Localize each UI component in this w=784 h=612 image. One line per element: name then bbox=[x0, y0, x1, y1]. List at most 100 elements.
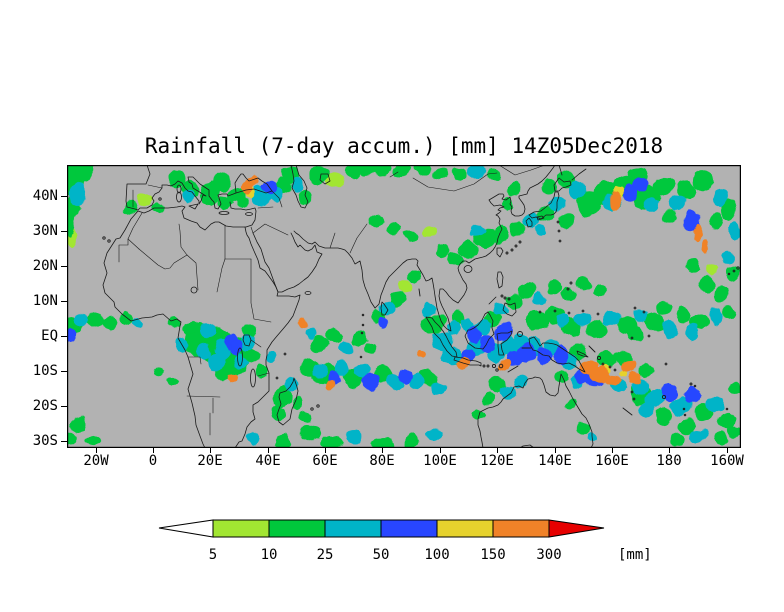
small-islands bbox=[102, 197, 740, 417]
colorbar-threshold-label: 100 bbox=[424, 547, 449, 563]
colorbar-segment bbox=[436, 519, 494, 538]
colorbar-segment bbox=[212, 519, 270, 538]
rain-cell bbox=[712, 286, 729, 302]
coast-africa-west bbox=[102, 201, 257, 448]
rain-cell bbox=[182, 320, 199, 335]
lat-tick-label: EQ bbox=[41, 328, 58, 344]
lat-tick-mark bbox=[61, 336, 67, 337]
coast-timor bbox=[507, 365, 519, 373]
rain-cell bbox=[556, 370, 571, 383]
rain-cell bbox=[425, 427, 443, 441]
rain-cell bbox=[402, 434, 420, 448]
coast-new-guinea bbox=[528, 336, 586, 373]
rain-cell bbox=[351, 332, 368, 347]
coast-mindanao bbox=[502, 302, 517, 317]
rain-cell bbox=[74, 311, 89, 326]
rain-cell bbox=[75, 165, 93, 181]
lat-tick-mark bbox=[61, 441, 67, 442]
rain-cell bbox=[655, 408, 672, 425]
rain-cell bbox=[451, 166, 469, 181]
lon-tick-mark bbox=[325, 448, 326, 453]
rainfall-shading bbox=[67, 165, 741, 448]
rain-cell bbox=[153, 201, 165, 213]
rain-cell bbox=[338, 339, 353, 354]
rain-cell bbox=[429, 381, 445, 396]
rain-cell bbox=[558, 213, 574, 229]
coast-sri-lanka bbox=[380, 301, 389, 316]
rain-cell bbox=[645, 313, 665, 332]
rain-cell bbox=[718, 410, 735, 430]
rain-cell bbox=[297, 187, 313, 206]
rain-cell bbox=[197, 343, 212, 361]
rain-cell bbox=[702, 237, 711, 254]
coast-sulawesi bbox=[496, 330, 513, 356]
coast-borneo bbox=[464, 311, 495, 350]
rain-cell bbox=[234, 196, 250, 211]
lake-malawi bbox=[250, 368, 256, 388]
lat-tick-label: 10S bbox=[32, 363, 58, 379]
rain-cell bbox=[499, 360, 513, 372]
rain-cell bbox=[377, 318, 388, 330]
rain-cell bbox=[246, 348, 261, 363]
lat-tick-label: 40N bbox=[32, 188, 58, 204]
rain-cell bbox=[309, 166, 330, 185]
world-rainfall-map bbox=[67, 165, 741, 448]
rain-cell bbox=[639, 364, 654, 379]
rain-cell bbox=[670, 434, 686, 448]
rain-cell bbox=[656, 301, 671, 316]
rain-cell bbox=[447, 321, 462, 337]
lat-tick-mark bbox=[61, 406, 67, 407]
rain-cell bbox=[513, 375, 528, 388]
coast-shikoku bbox=[536, 215, 545, 221]
colorbar-segment bbox=[268, 519, 326, 538]
coast-africa-east bbox=[234, 226, 301, 448]
rain-cell bbox=[509, 220, 526, 236]
lat-tick-label: 20S bbox=[32, 398, 58, 414]
rain-cell bbox=[181, 190, 194, 203]
rain-cell bbox=[87, 313, 105, 328]
rain-cell bbox=[517, 345, 534, 363]
rain-cell bbox=[632, 307, 649, 323]
lat-tick-mark bbox=[61, 301, 67, 302]
lon-tick-label: 160E bbox=[595, 453, 629, 469]
lon-tick-mark bbox=[210, 448, 211, 453]
lat-tick-mark bbox=[61, 196, 67, 197]
rain-cell bbox=[693, 171, 714, 190]
coast-new-britain bbox=[576, 350, 589, 358]
rain-cell bbox=[690, 429, 706, 443]
colorbar-arrow-high bbox=[548, 519, 605, 538]
rain-cell bbox=[372, 165, 393, 175]
rain-cell bbox=[69, 182, 88, 204]
lon-tick-label: 20E bbox=[197, 453, 223, 469]
rain-cell bbox=[675, 307, 692, 323]
rain-cell bbox=[527, 311, 548, 330]
rain-cell bbox=[408, 270, 420, 284]
rain-cell bbox=[394, 165, 412, 177]
rain-cell bbox=[541, 179, 556, 193]
rain-cell bbox=[297, 319, 307, 329]
rain-cell bbox=[628, 371, 642, 385]
rain-cell bbox=[533, 291, 548, 305]
rain-cell bbox=[481, 392, 496, 406]
rain-cell bbox=[432, 167, 448, 180]
rain-cell bbox=[575, 277, 592, 291]
rain-cell bbox=[363, 373, 379, 390]
colorbar-threshold-label: 25 bbox=[317, 547, 334, 563]
coast-kurils bbox=[571, 168, 587, 181]
rain-cell bbox=[638, 401, 655, 418]
rain-cell bbox=[285, 376, 297, 391]
rain-cell bbox=[728, 424, 741, 437]
rain-cell bbox=[264, 350, 277, 364]
rain-cell bbox=[707, 394, 724, 411]
rain-cell bbox=[721, 199, 738, 221]
rain-cell bbox=[254, 364, 270, 379]
lon-tick-mark bbox=[382, 448, 383, 453]
rain-cell bbox=[228, 373, 239, 383]
rain-cell bbox=[325, 173, 343, 188]
rain-cell bbox=[685, 325, 700, 340]
lake-victoria bbox=[242, 334, 252, 347]
rain-cell bbox=[693, 404, 714, 423]
rain-cell bbox=[487, 168, 502, 183]
colorbar-segment bbox=[492, 519, 550, 538]
